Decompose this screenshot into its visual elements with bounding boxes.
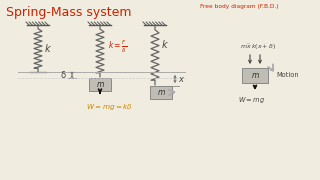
Text: $m\ddot{x}$: $m\ddot{x}$ <box>240 42 252 51</box>
Text: m: m <box>157 87 165 96</box>
Text: $k=\frac{F}{\delta}$: $k=\frac{F}{\delta}$ <box>108 39 127 55</box>
Text: k: k <box>162 40 168 50</box>
Text: k: k <box>45 44 51 54</box>
Text: δ: δ <box>61 71 66 80</box>
Text: $W=mg=k\delta$: $W=mg=k\delta$ <box>86 102 133 112</box>
Text: $W=mg$: $W=mg$ <box>238 95 266 105</box>
Bar <box>242 68 268 82</box>
Bar <box>150 86 172 98</box>
Text: Spring-Mass system: Spring-Mass system <box>6 6 132 19</box>
Text: m: m <box>96 80 104 89</box>
Bar <box>89 78 111 91</box>
Text: m: m <box>251 71 259 80</box>
Text: $k(x+\delta)$: $k(x+\delta)$ <box>252 42 276 51</box>
Text: Free body diagram (F.B.D.): Free body diagram (F.B.D.) <box>200 4 279 9</box>
Text: x: x <box>178 75 183 84</box>
Text: Motion: Motion <box>276 72 299 78</box>
